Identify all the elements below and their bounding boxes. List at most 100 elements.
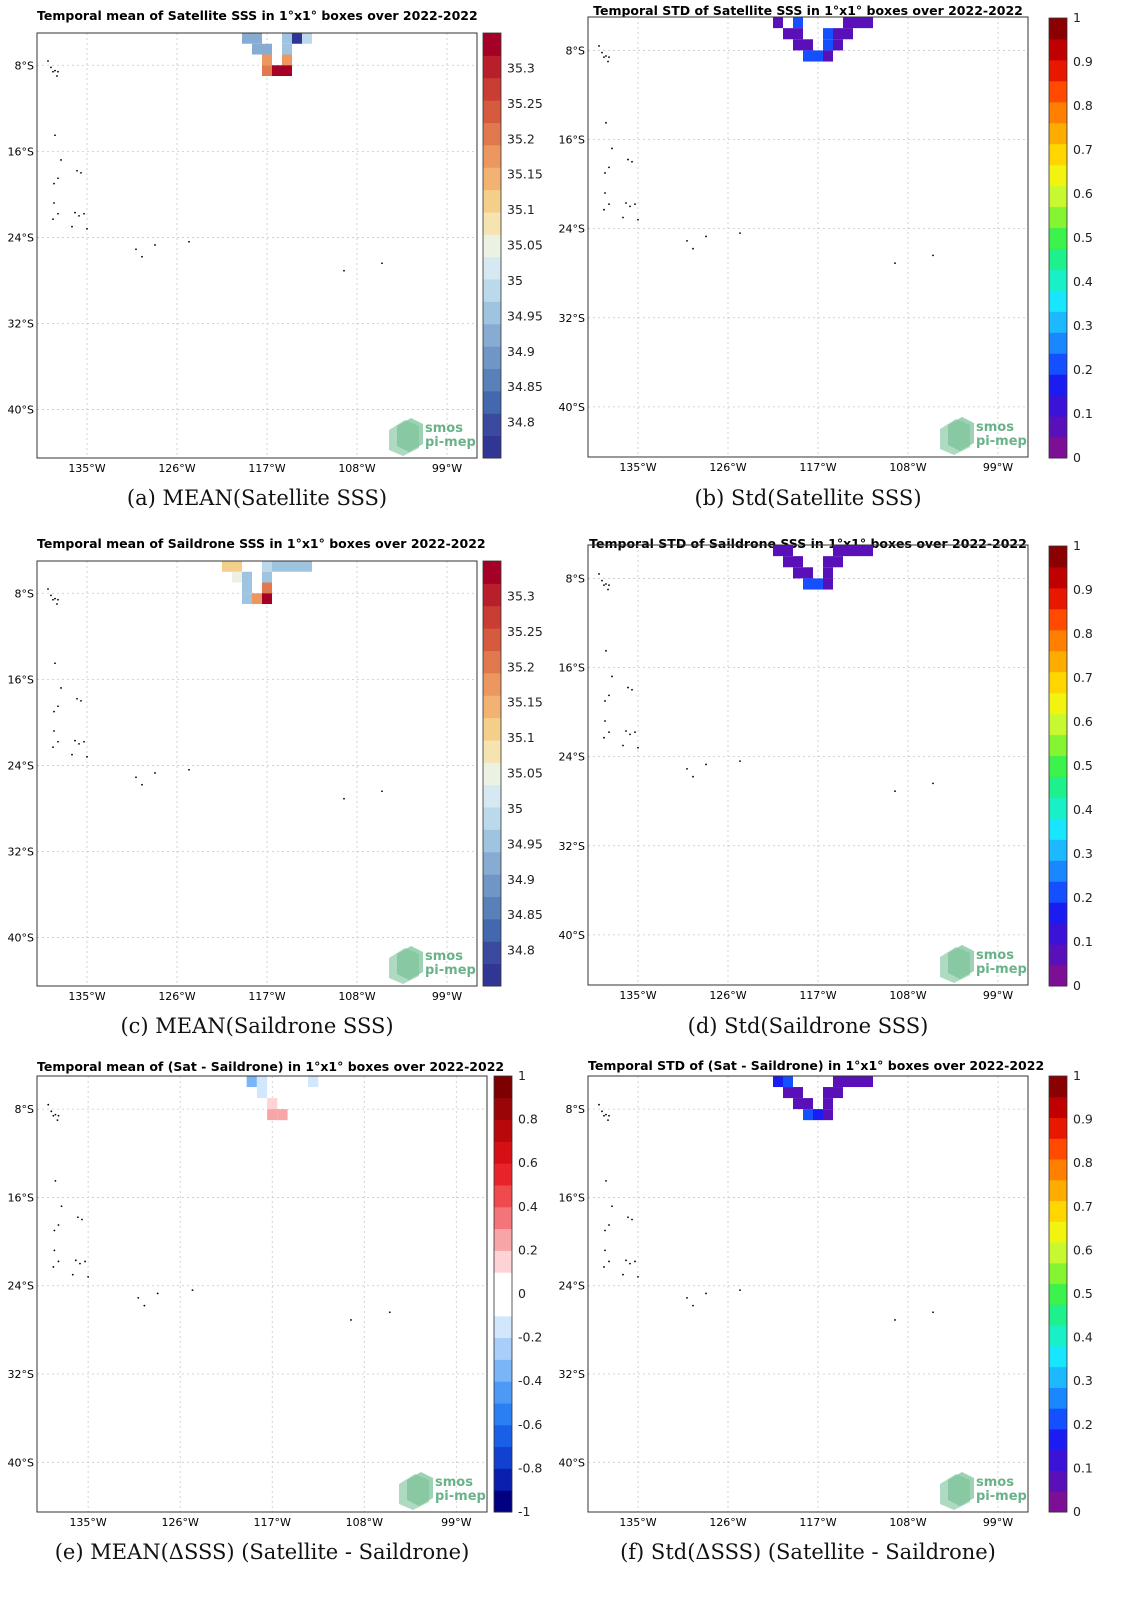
island-dot: [603, 1114, 605, 1117]
data-box: [823, 1109, 833, 1121]
colorbar-segment: [1049, 122, 1067, 145]
data-box: [853, 545, 863, 557]
colorbar-segment: [494, 1315, 512, 1339]
island-dot: [605, 1179, 607, 1182]
island-dot: [739, 760, 741, 763]
lat-tick-label: 24°S: [559, 751, 585, 764]
colorbar-segment: [1049, 1138, 1067, 1160]
island-dot: [60, 159, 62, 161]
colorbar-tick-label: 1: [1073, 10, 1081, 25]
colorbar-segment: [494, 1272, 512, 1295]
colorbar-tick-label: 35: [507, 273, 523, 288]
island-dot: [625, 1259, 627, 1262]
data-box: [793, 1098, 803, 1110]
island-dot: [634, 731, 636, 734]
island-dot: [627, 686, 629, 689]
island-dot: [611, 675, 613, 678]
colorbar-segment: [1049, 629, 1067, 652]
colorbar-tick-label: 0.4: [518, 1199, 538, 1214]
data-box: [262, 561, 272, 572]
data-box: [262, 582, 272, 594]
panel-title: Temporal mean of (Sat - Saildrone) in 1°…: [37, 1059, 505, 1074]
colorbar-segment: [494, 1294, 512, 1317]
colorbar-segment: [494, 1381, 512, 1404]
island-dot: [605, 649, 607, 652]
island-dot: [601, 579, 603, 582]
logo-shape: [397, 418, 423, 452]
colorbar-segment: [483, 368, 501, 392]
colorbar-tick-label: 0.3: [1073, 1373, 1093, 1388]
colorbar-segment: [1049, 776, 1067, 798]
colorbar-segment: [494, 1185, 512, 1208]
colorbar-segment: [1049, 1283, 1067, 1305]
logo-shape: [948, 945, 974, 979]
island-dot: [601, 1110, 603, 1113]
colorbar-segment: [1049, 164, 1067, 187]
colorbar-tick-label: 35.15: [507, 695, 543, 710]
data-box: [262, 54, 272, 66]
island-dot: [705, 235, 707, 238]
colorbar-segment: [494, 1490, 512, 1513]
island-dot: [143, 1304, 146, 1307]
lat-tick-label: 40°S: [559, 1456, 585, 1469]
island-dot: [74, 739, 76, 742]
colorbar-segment: [1049, 1449, 1067, 1471]
logo-text-line1: smos: [425, 421, 463, 436]
data-box: [292, 33, 302, 44]
data-box: [302, 33, 312, 44]
island-dot: [137, 1296, 140, 1299]
colorbar-frame: [482, 32, 502, 459]
lon-tick-label: 117°W: [248, 990, 285, 1003]
map-frame: [587, 544, 1029, 986]
colorbar-tick-label: 35.2: [507, 131, 535, 146]
colorbar-tick-label: 0.2: [1073, 362, 1093, 377]
island-dot: [86, 227, 88, 230]
data-box: [282, 54, 292, 66]
data-box: [823, 567, 833, 579]
island-dot: [604, 172, 606, 174]
map-svg: 135°W 126°W 117°W 108°W 99°W 8°S 16°S 24°S 32°S 4…: [559, 10, 1093, 474]
island-dot: [607, 1119, 609, 1122]
data-box: [863, 1076, 873, 1088]
island-dot: [56, 75, 58, 77]
logo-shape: [948, 1472, 974, 1506]
colorbar-segment: [483, 650, 501, 674]
data-box: [232, 571, 242, 583]
island-dot: [634, 203, 636, 206]
island-dot: [52, 746, 54, 749]
colorbar-segment: [1049, 1096, 1067, 1119]
colorbar-segment: [483, 55, 501, 79]
data-box: [823, 50, 833, 62]
colorbar-segment: [483, 279, 501, 302]
island-dot: [80, 699, 82, 702]
island-dot: [71, 753, 73, 756]
island-dot: [705, 1292, 707, 1295]
island-dot: [154, 772, 156, 774]
colorbar-tick-label: 0.5: [1073, 1286, 1093, 1301]
colorbar-segment: [1049, 38, 1067, 61]
data-box: [282, 43, 292, 55]
island-dot: [188, 240, 190, 243]
colorbar-segment: [1049, 923, 1067, 945]
island-dot: [604, 1249, 606, 1252]
colorbar-segment: [483, 918, 501, 942]
data-box: [823, 39, 833, 51]
island-dot: [50, 1110, 53, 1113]
colorbar-segment: [1049, 734, 1067, 757]
data-box: [773, 1076, 783, 1088]
colorbar-tick-label: 0.9: [1073, 1112, 1093, 1127]
lat-tick-label: 16°S: [559, 662, 585, 675]
island-dot: [60, 1205, 63, 1208]
data-box: [843, 545, 853, 557]
colorbar-tick-label: 1: [1073, 1068, 1081, 1083]
island-dot: [611, 1205, 613, 1208]
lat-tick-label: 8°S: [566, 1103, 585, 1116]
data-box: [843, 17, 853, 29]
colorbar-segment: [483, 33, 501, 56]
panel-title: Temporal STD of (Sat - Saildrone) in 1°x…: [588, 1058, 1045, 1073]
colorbar-tick-label: 0.7: [1073, 1199, 1093, 1214]
island-dot: [637, 746, 639, 749]
island-dot: [52, 218, 54, 221]
